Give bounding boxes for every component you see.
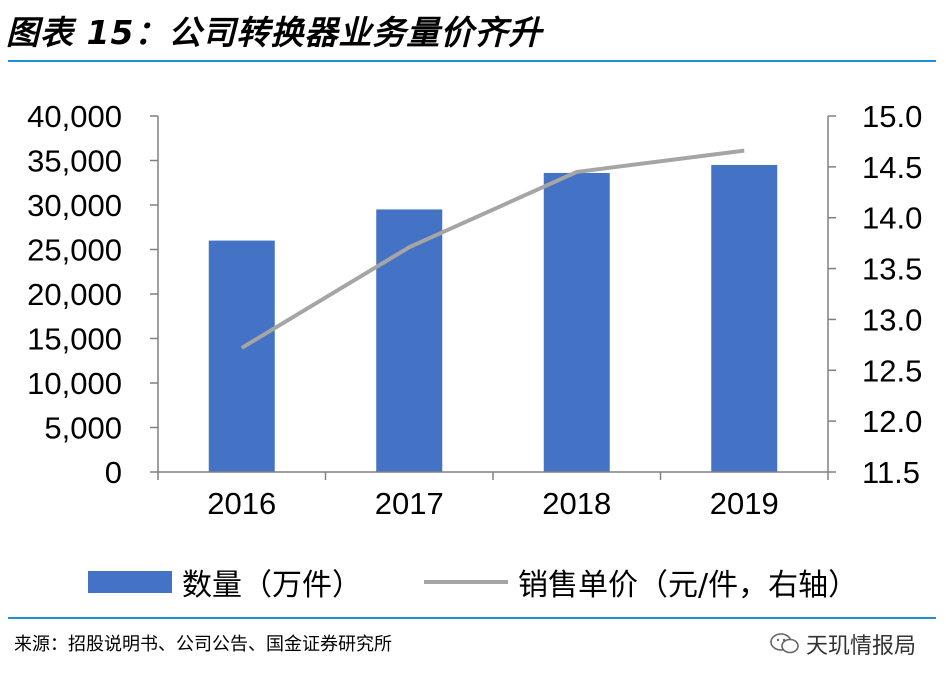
right-tick-label: 13.5 <box>862 252 922 287</box>
x-axis: 2016 2017 2018 2019 <box>157 471 829 521</box>
x-tick-label: 2018 <box>542 486 611 521</box>
right-tick-label: 15.0 <box>862 99 922 134</box>
source-note: 来源：招股说明书、公司公告、国金证券研究所 <box>14 634 392 655</box>
legend-label-price: 销售单价（元/件，右轴） <box>518 568 859 603</box>
left-axis: 0 5,000 10,000 15,000 20,000 25,000 30,000 35,0… <box>27 99 159 490</box>
legend-label-quantity: 数量（万件） <box>182 568 362 603</box>
bar <box>208 240 275 472</box>
left-tick-label: 5,000 <box>44 411 122 446</box>
right-tick-label: 11.5 <box>862 455 920 490</box>
legend-item-quantity: 数量（万件） <box>88 560 362 604</box>
price-line <box>240 148 745 350</box>
watermark: 天玑情报局 <box>770 628 916 660</box>
right-tick-label: 12.5 <box>862 353 922 388</box>
title-divider <box>8 60 936 62</box>
right-tick-label: 14.0 <box>862 201 922 236</box>
right-tick-label: 12.0 <box>862 404 922 439</box>
left-tick-label: 25,000 <box>27 233 122 268</box>
watermark-text: 天玑情报局 <box>805 634 916 659</box>
footer-divider <box>8 617 936 619</box>
chart-title: 图表 15：公司转换器业务量价齐升 <box>6 13 543 52</box>
left-tick-label: 30,000 <box>27 188 122 223</box>
legend-bar-swatch <box>88 571 172 593</box>
wechat-icon <box>770 633 799 654</box>
right-axis: 11.5 12.0 12.5 13.0 13.5 14.0 14.5 15.0 <box>827 99 922 490</box>
x-tick-label: 2019 <box>710 486 779 521</box>
right-tick-label: 13.0 <box>862 302 922 337</box>
line-series <box>240 148 745 350</box>
bar-series <box>208 164 778 472</box>
left-tick-label: 40,000 <box>27 99 122 134</box>
bar <box>711 164 778 472</box>
left-tick-label: 20,000 <box>27 277 122 312</box>
x-tick-label: 2017 <box>375 486 444 521</box>
x-tick-label: 2016 <box>207 486 276 521</box>
left-tick-label: 15,000 <box>27 322 122 357</box>
chart: 0 5,000 10,000 15,000 20,000 25,000 30,000 35,0… <box>27 99 922 521</box>
left-tick-label: 35,000 <box>27 144 122 179</box>
bar <box>376 209 443 472</box>
legend: 数量（万件） 销售单价（元/件，右轴） <box>0 560 946 603</box>
legend-item-price: 销售单价（元/件，右轴） <box>424 560 858 604</box>
left-tick-label: 0 <box>105 455 122 490</box>
right-tick-label: 14.5 <box>862 150 922 185</box>
legend-line-swatch <box>424 580 508 584</box>
left-tick-label: 10,000 <box>27 366 122 401</box>
bar <box>543 172 610 472</box>
